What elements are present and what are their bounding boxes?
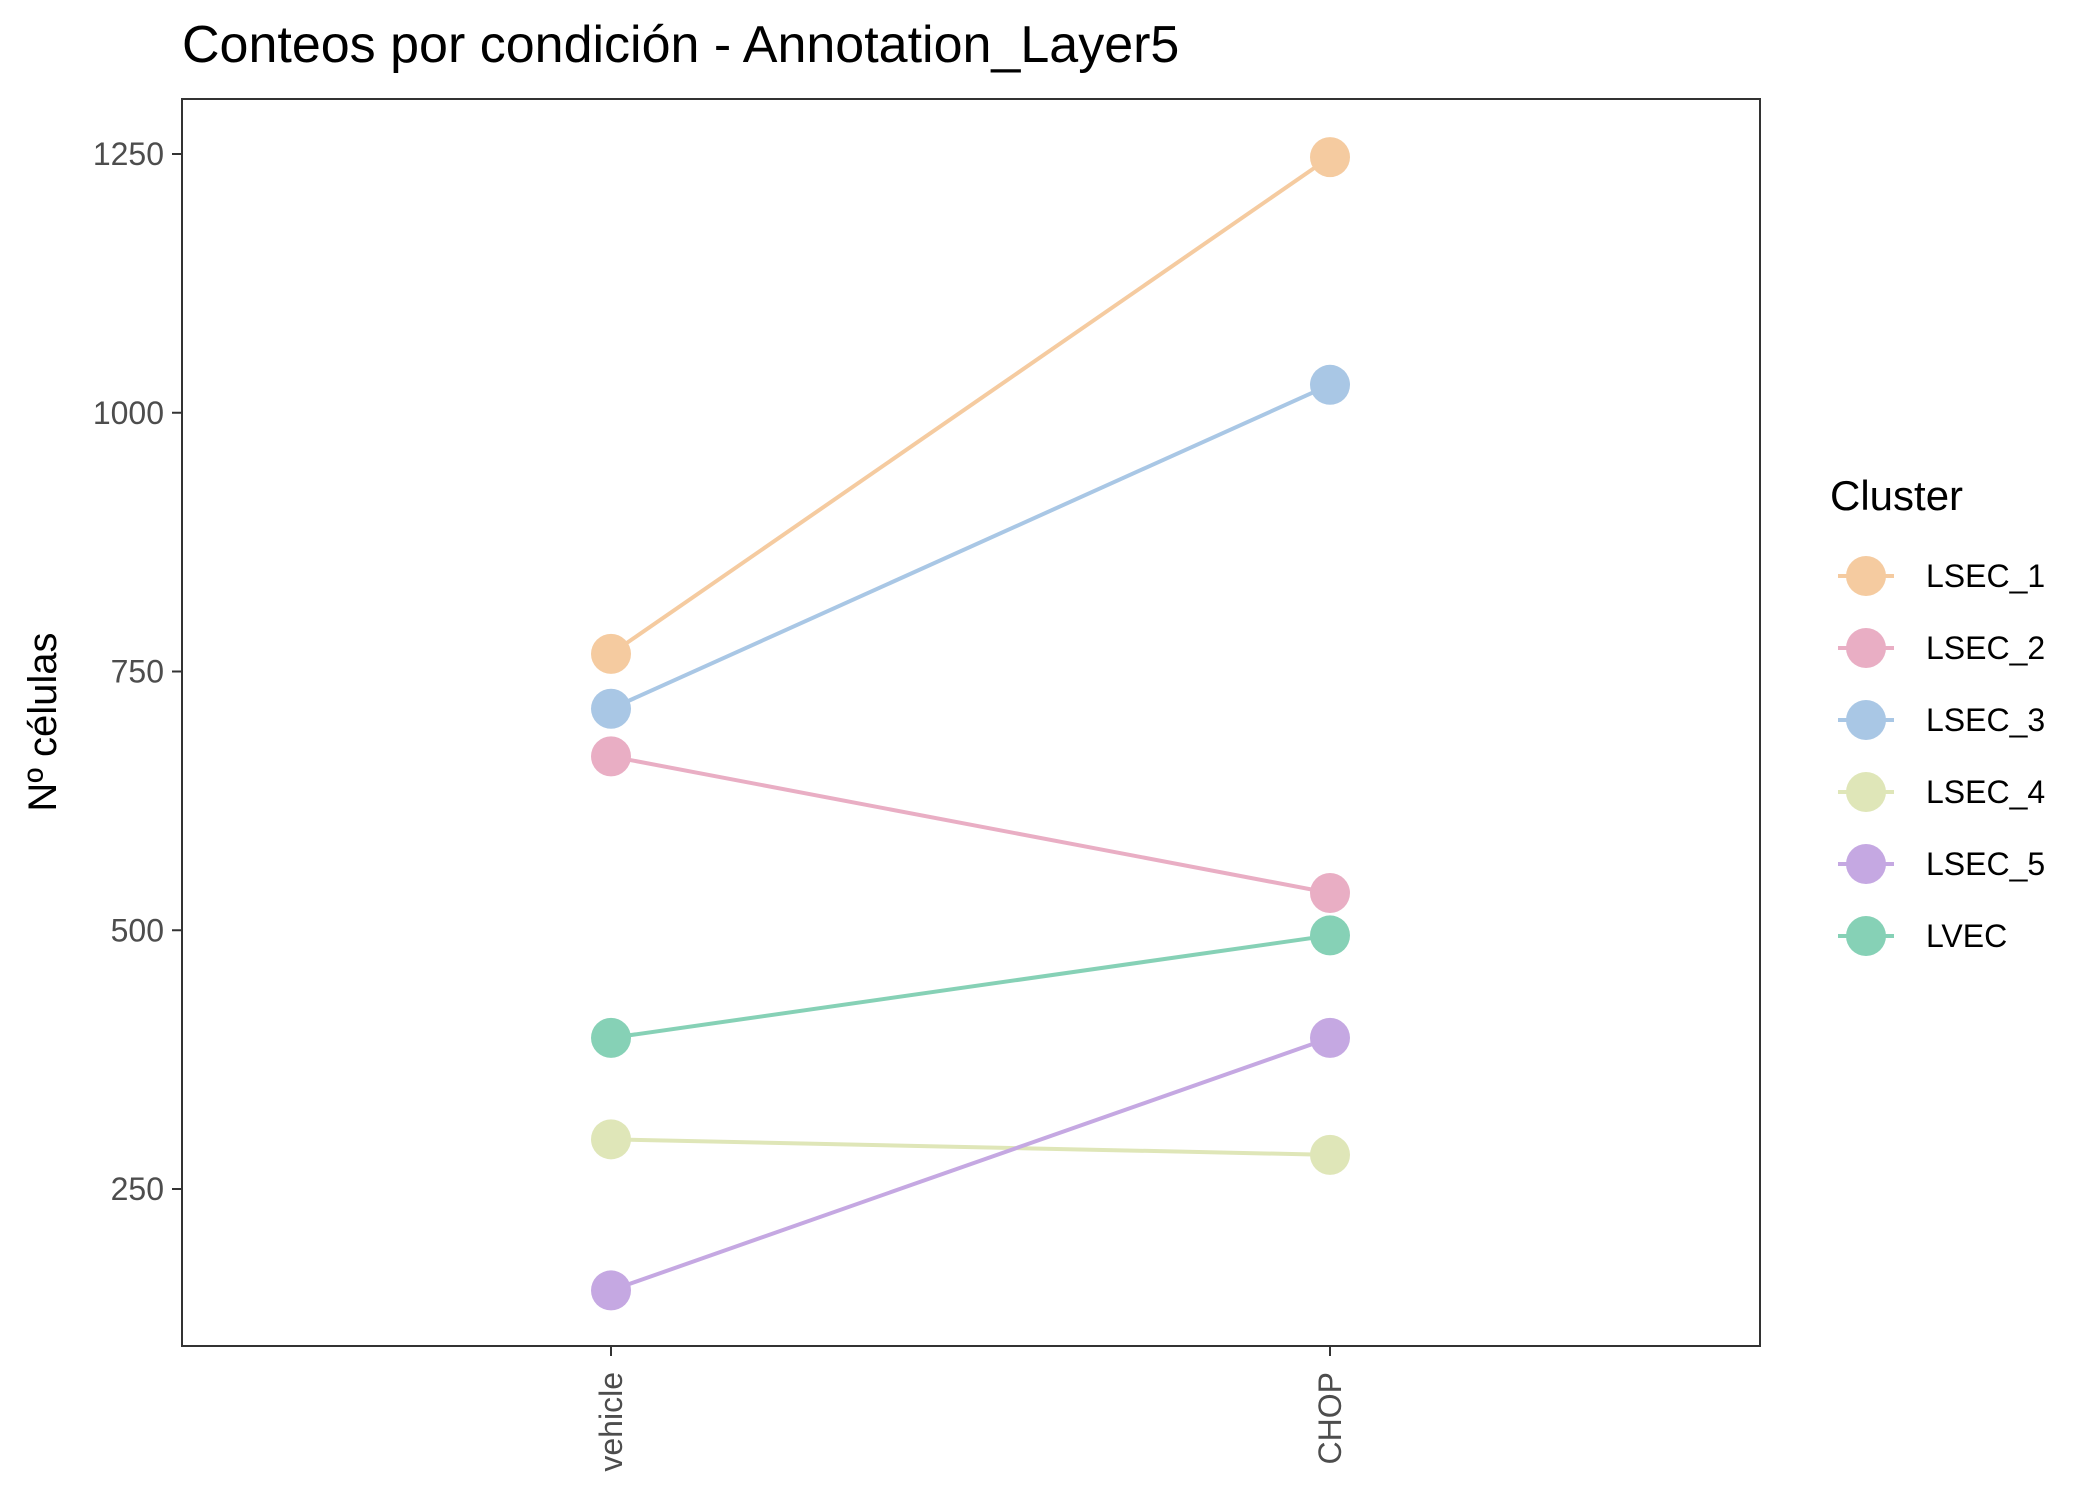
- data-point-lsec-2-chop: [1310, 872, 1350, 913]
- legend-key-point: [1846, 556, 1886, 596]
- legend-key-point: [1846, 628, 1886, 668]
- series-lines: [609, 155, 1332, 1293]
- legend-title: Cluster: [1830, 472, 1963, 519]
- series-line-lsec-3: [610, 382, 1331, 711]
- data-point-lsec-2-vehicle: [591, 736, 631, 777]
- data-point-lvec-vehicle: [591, 1017, 631, 1058]
- data-point-lsec-1-vehicle: [591, 633, 631, 674]
- legend-label: LSEC_5: [1926, 846, 2045, 882]
- x-tick-label: vehicle: [593, 1372, 629, 1472]
- series-line-lsec-4: [610, 1137, 1331, 1157]
- series-line-lvec: [610, 933, 1331, 1040]
- legend-item-lsec-1: LSEC_1: [1838, 556, 2045, 596]
- series-line-lsec-5: [610, 1036, 1331, 1293]
- data-point-lsec-3-vehicle: [591, 688, 631, 729]
- y-tick-label: 500: [111, 912, 164, 948]
- y-tick-label: 750: [111, 654, 164, 690]
- data-point-lvec-chop: [1310, 915, 1350, 956]
- data-point-lsec-4-chop: [1310, 1134, 1350, 1175]
- legend-item-lsec-5: LSEC_5: [1838, 844, 2045, 884]
- legend-label: LSEC_2: [1926, 630, 2045, 666]
- legend-key-point: [1846, 700, 1886, 740]
- legend-label: LSEC_3: [1926, 702, 2045, 738]
- x-axis: vehicle CHOP: [593, 1346, 1348, 1472]
- legend-label: LSEC_4: [1926, 774, 2045, 810]
- legend-key-point: [1846, 844, 1886, 884]
- data-point-lsec-3-chop: [1310, 364, 1350, 405]
- legend-item-lvec: LVEC: [1838, 916, 2007, 956]
- plot-panel: [181, 98, 1761, 1347]
- legend-label: LSEC_1: [1926, 558, 2045, 594]
- data-point-lsec-5-chop: [1310, 1017, 1350, 1058]
- data-point-lsec-1-chop: [1310, 137, 1350, 178]
- y-axis-title: Nº células: [21, 632, 65, 811]
- chart-title: Conteos por condición - Annotation_Layer…: [182, 16, 1179, 74]
- series-line-lsec-2: [610, 754, 1331, 895]
- y-tick-label: 1250: [93, 136, 164, 172]
- legend-item-lsec-2: LSEC_2: [1838, 628, 2045, 668]
- legend-item-lsec-4: LSEC_4: [1838, 772, 2045, 812]
- data-point-lsec-4-vehicle: [591, 1119, 631, 1160]
- data-point-lsec-5-vehicle: [591, 1270, 631, 1311]
- y-tick-label: 250: [111, 1171, 164, 1207]
- series-line-lsec-1: [609, 155, 1332, 656]
- legend-label: LVEC: [1926, 918, 2007, 954]
- legend-key-point: [1846, 916, 1886, 956]
- series-points: [591, 137, 1350, 1311]
- y-axis: 250 500 750 1000 1250: [93, 136, 182, 1207]
- y-tick-label: 1000: [93, 395, 164, 431]
- legend: Cluster LSEC_1 LSEC_2 LSEC_3 LSEC_4 LSEC_5 LV…: [1830, 472, 2045, 956]
- legend-item-lsec-3: LSEC_3: [1838, 700, 2045, 740]
- x-tick-label: CHOP: [1312, 1372, 1348, 1464]
- legend-key-point: [1846, 772, 1886, 812]
